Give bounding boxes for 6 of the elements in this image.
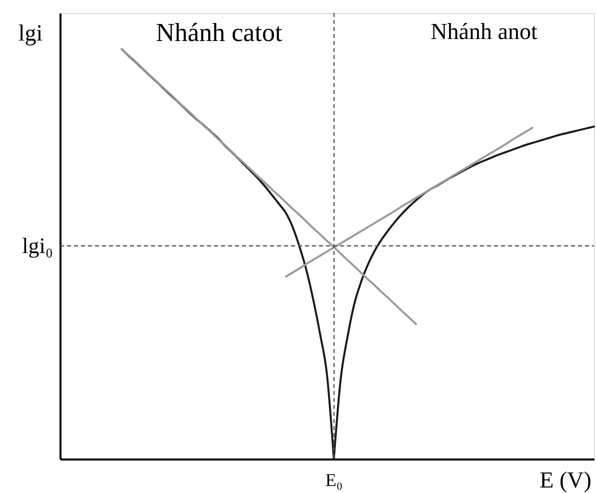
text: Nhánh anot [430, 19, 538, 44]
x-axis-title: E (V) [540, 468, 592, 492]
text: Nhánh catot [156, 18, 283, 47]
y-axis-title: lgi [18, 20, 43, 46]
ref-line-label: lgi₀ [22, 232, 53, 258]
text: E₀ [325, 470, 343, 490]
